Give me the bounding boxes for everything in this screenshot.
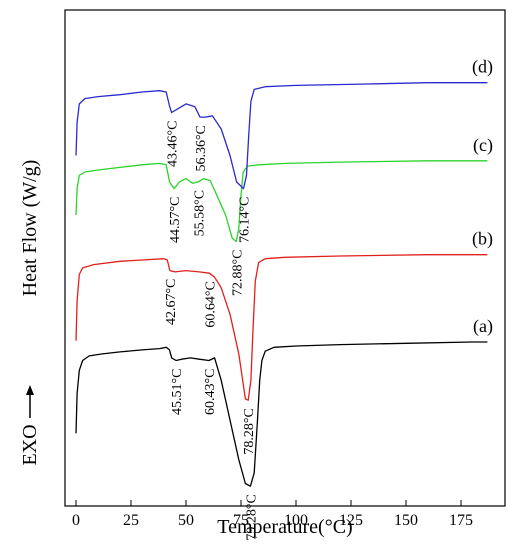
exo-arrow — [26, 385, 34, 418]
curve-c — [75, 160, 488, 243]
x-axis-ticks: 0 25 50 75 100 125 150 175 — [72, 500, 473, 529]
annotations-layer: 45.51°C 60.43°C79.28°C42.67°C 60.64°C78.28… — [164, 121, 260, 541]
peak-annotation: 78.28°C — [242, 408, 257, 454]
peak-annotation: 72.88°C — [230, 250, 245, 296]
peak-annotation: 56.36°C — [194, 125, 209, 171]
x-tick-label: 175 — [449, 512, 473, 529]
peak-annotation: 43.46°C — [166, 121, 181, 167]
curve-a — [75, 341, 488, 487]
curve-label-a: (a) — [473, 316, 493, 337]
curve-id-labels: (a) (b) (c) (d) — [472, 57, 493, 337]
x-tick-label: 125 — [339, 512, 363, 529]
x-tick-label: 75 — [233, 512, 249, 529]
x-tick-label: 50 — [178, 512, 194, 529]
peak-annotation: 76.14°C — [238, 197, 253, 243]
plot-frame — [64, 9, 506, 507]
peak-annotation: 42.67°C — [164, 279, 179, 325]
curves-layer — [75, 82, 488, 487]
x-tick-label: 25 — [123, 512, 139, 529]
curve-label-d: (d) — [472, 57, 493, 78]
peak-annotation: 60.43°C — [203, 369, 218, 415]
peak-annotation: 44.57°C — [168, 197, 183, 243]
peak-annotation: 60.64°C — [203, 281, 218, 327]
x-tick-label: 100 — [284, 512, 308, 529]
curve-label-c: (c) — [473, 135, 493, 156]
curve-label-b: (b) — [472, 229, 493, 250]
x-tick-label: 150 — [394, 512, 418, 529]
curve-b — [75, 254, 488, 401]
x-tick-label: 0 — [72, 512, 80, 529]
peak-annotation: 45.51°C — [170, 369, 185, 415]
curve-d — [75, 82, 488, 190]
exo-label: EXO — [19, 424, 41, 465]
peak-annotation: 55.58°C — [192, 190, 207, 236]
y-axis-title: Heat Flow (W/g) — [19, 160, 41, 297]
x-axis-title: Temperature(°C) — [217, 516, 352, 538]
